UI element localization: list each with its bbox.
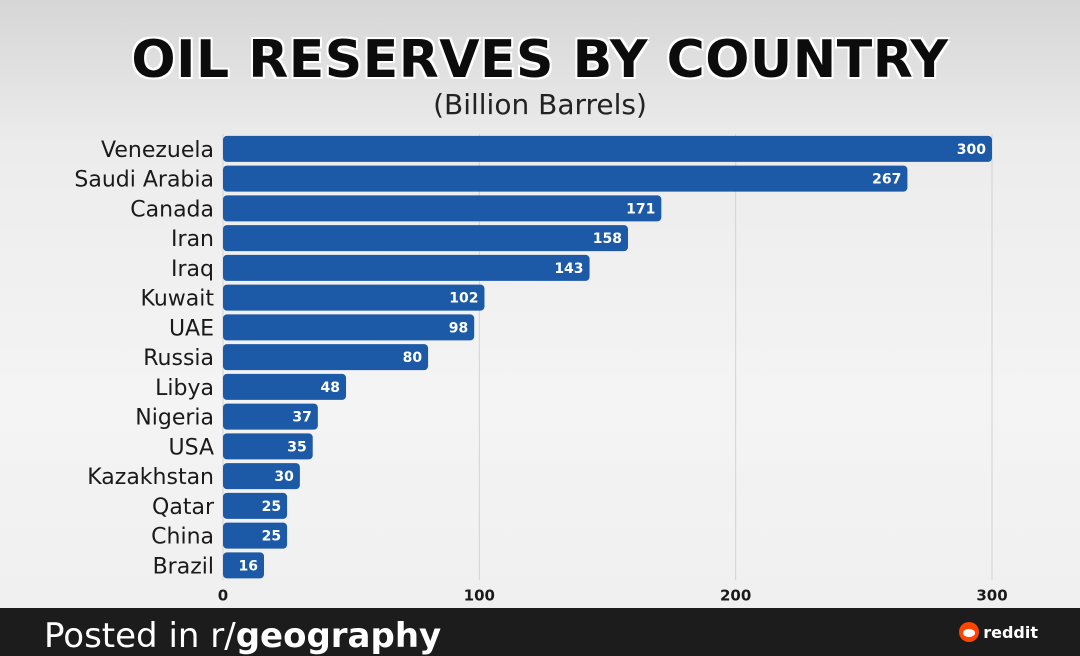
bar-value-label: 158 [593,231,622,247]
category-label: Venezuela [101,138,214,163]
category-label: Russia [143,346,214,371]
bar [223,522,288,549]
bar [223,314,475,341]
bar [223,403,318,430]
category-label: Nigeria [135,406,214,431]
category-label: China [151,525,214,550]
x-tick-label: 0 [218,586,228,604]
category-label: Brazil [153,554,214,579]
bar-value-label: 267 [872,172,901,188]
chart-title: OIL RESERVES BY COUNTRY [131,30,949,90]
category-label: Saudi Arabia [74,168,214,193]
category-label: Iraq [171,257,214,282]
bar [223,373,347,400]
bar-value-label: 300 [957,142,986,158]
subreddit-name[interactable]: geography [235,616,442,656]
bar-value-label: 48 [321,380,340,396]
category-labels: Venezuela Saudi Arabia Canada Iran Iraq Kuwai… [74,138,215,580]
footer-bar: Posted in r/geography reddit [0,608,1080,656]
category-label: Qatar [152,495,215,520]
bar-value-label: 171 [626,201,655,217]
footer-prefix: Posted in r/ [44,616,236,656]
bar-value-label: 102 [449,291,478,307]
category-label: Kuwait [141,287,215,312]
bar-value-label: 37 [292,410,311,426]
chart-subtitle: (Billion Barrels) [433,88,647,121]
x-axis-ticks: 0 100 200 300 [218,586,1008,604]
reddit-logo[interactable]: reddit [959,622,1038,642]
category-label: USA [168,435,214,460]
bar [223,492,288,519]
bar [223,225,629,252]
category-label: Canada [130,197,214,222]
bar-value-label: 30 [274,469,294,485]
bar [223,463,300,490]
x-tick-label: 100 [464,586,495,604]
x-tick-label: 200 [720,586,751,604]
bar-value-label: 80 [403,350,423,366]
category-label: Iran [171,227,214,252]
category-label: UAE [169,316,214,341]
bar [223,195,662,222]
bar-value-label: 98 [449,320,468,336]
reddit-wordmark: reddit [983,622,1038,642]
bar-value-label: 35 [287,439,306,455]
bar [223,284,485,311]
x-tick-label: 300 [976,586,1007,604]
category-label: Libya [155,376,214,401]
bar-value-label: 25 [262,529,281,545]
bar [223,135,992,162]
category-label: Kazakhstan [87,465,214,490]
bar [223,433,313,460]
bar-value-label: 143 [554,261,583,277]
bar [223,344,429,371]
bar [223,165,908,192]
bar [223,552,265,579]
bar-value-label: 16 [239,558,258,574]
bar [223,254,590,281]
reddit-alien-icon [959,622,980,642]
bar-value-label: 25 [262,499,281,515]
footer-caption: Posted in r/geography [44,616,441,656]
